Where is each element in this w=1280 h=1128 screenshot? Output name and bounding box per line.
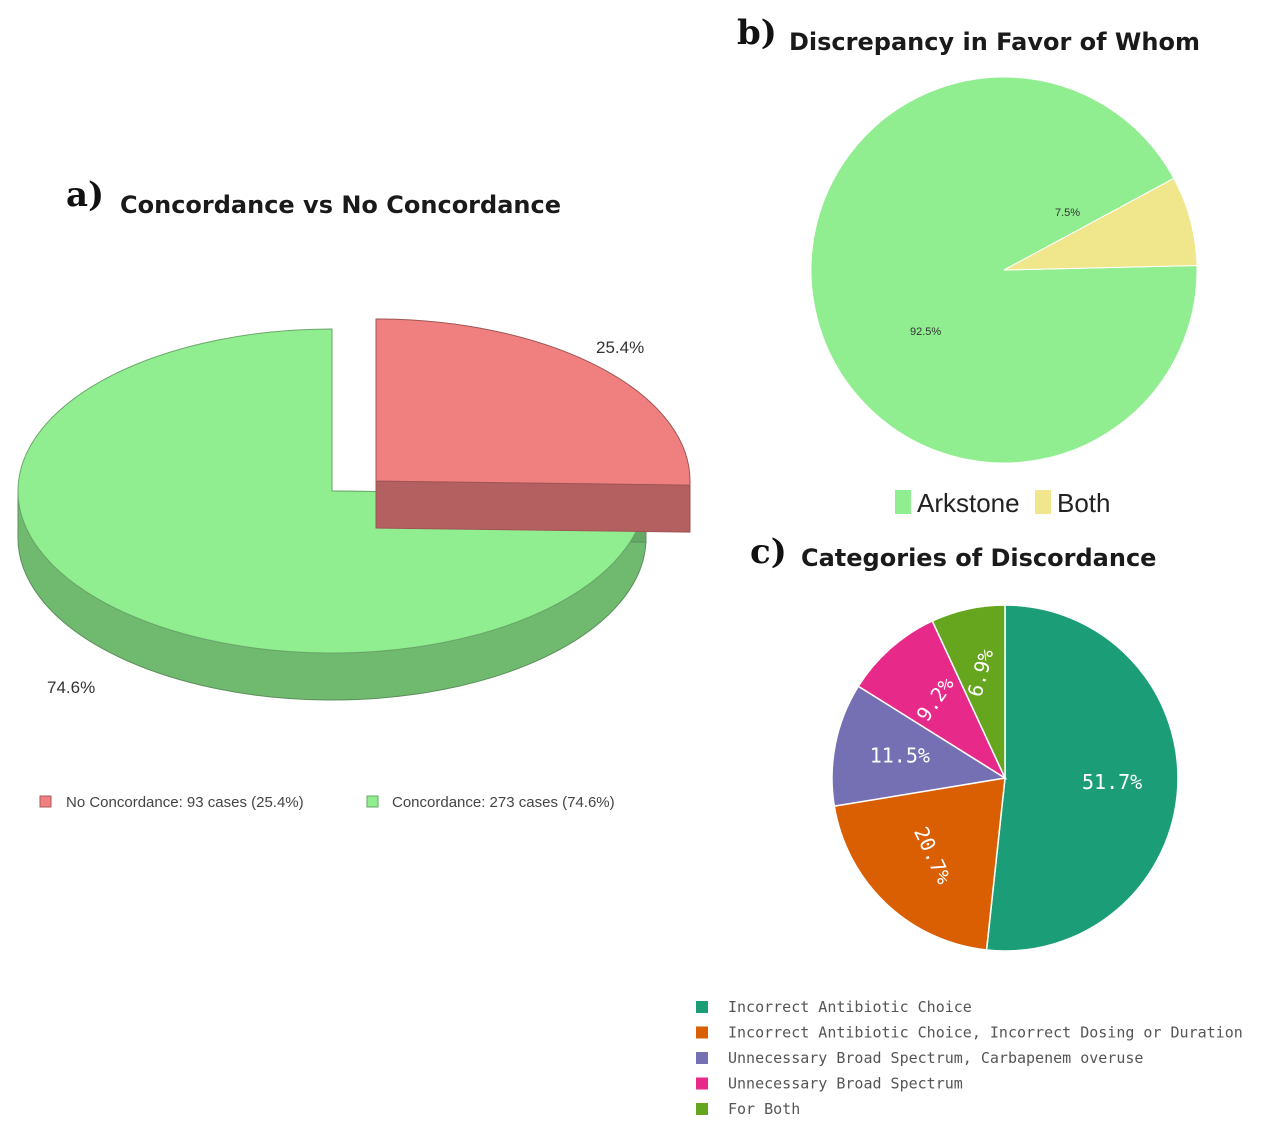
legend-c-swatch-3: [696, 1052, 708, 1064]
pie-a-label-no-concordance: 25.4%: [596, 338, 644, 357]
panel-a: a) Concordance vs No Concordance 25.4% 7…: [17, 175, 691, 811]
legend-a-swatch-no-concordance: [39, 795, 52, 808]
legend-a-swatch-concordance: [366, 795, 379, 808]
panel-a-letter: a): [66, 175, 104, 215]
legend-a-label-concordance: Concordance: 273 cases (74.6%): [392, 794, 615, 811]
legend-b-label-both: Both: [1057, 488, 1111, 518]
pie-c-label-1: 51.7%: [1082, 770, 1142, 794]
pie-b-slice-both: [1003, 177, 1198, 271]
panel-c-title: Categories of Discordance: [801, 544, 1156, 572]
pie-a-label-concordance: 74.6%: [47, 678, 95, 697]
pie-c-slice-5: [931, 604, 1006, 779]
legend-b-swatch-both: [1035, 490, 1051, 514]
pie-c-slice-1: [985, 604, 1179, 952]
pie-c-label-3: 11.5%: [870, 743, 930, 767]
panel-b: b) Discrepancy in Favor of Whom 7.5% 92.…: [737, 13, 1200, 518]
pie-c: [831, 604, 1179, 952]
pie-b-legend: Arkstone Both: [895, 488, 1111, 518]
pie-b-label-both: 7.5%: [1055, 207, 1080, 219]
panel-c-letter: c): [750, 532, 787, 572]
panel-c: c) Categories of Discordance 51.7%20.7%1…: [696, 532, 1243, 1118]
legend-c-label-3: Unnecessary Broad Spectrum, Carbapenem o…: [728, 1049, 1143, 1067]
legend-c-label-4: Unnecessary Broad Spectrum: [728, 1075, 963, 1093]
pie-c-slice-3: [831, 685, 1008, 807]
pie-a: [17, 318, 691, 701]
legend-c-swatch-1: [696, 1001, 708, 1013]
legend-c-swatch-5: [696, 1103, 708, 1115]
panel-b-title: Discrepancy in Favor of Whom: [789, 28, 1200, 56]
pie-a-slice-no-concordance: [375, 318, 691, 486]
legend-b-swatch-arkstone: [895, 490, 911, 514]
legend-b-label-arkstone: Arkstone: [917, 488, 1020, 518]
pie-b: [810, 76, 1198, 464]
legend-c-swatch-4: [696, 1077, 708, 1090]
legend-c-label-2: Incorrect Antibiotic Choice, Incorrect D…: [728, 1024, 1243, 1042]
pie-b-label-arkstone: 92.5%: [910, 326, 941, 338]
panel-a-title: Concordance vs No Concordance: [120, 191, 561, 219]
pie-c-slice-4: [857, 620, 1007, 780]
legend-c-label-1: Incorrect Antibiotic Choice: [728, 998, 972, 1016]
panel-b-letter: b): [737, 13, 777, 53]
pie-a-slice-concordance: [17, 328, 647, 654]
pie-a-slice-no-concordance-face: [375, 480, 691, 533]
pie-a-legend: No Concordance: 93 cases (25.4%) Concord…: [39, 794, 615, 811]
legend-a-label-no-concordance: No Concordance: 93 cases (25.4%): [66, 794, 304, 811]
legend-c-label-5: For Both: [728, 1100, 800, 1118]
pie-c-legend: Incorrect Antibiotic Choice Incorrect Ant…: [696, 998, 1243, 1118]
legend-c-swatch-2: [696, 1026, 708, 1039]
pie-c-slice-2: [833, 777, 1006, 951]
